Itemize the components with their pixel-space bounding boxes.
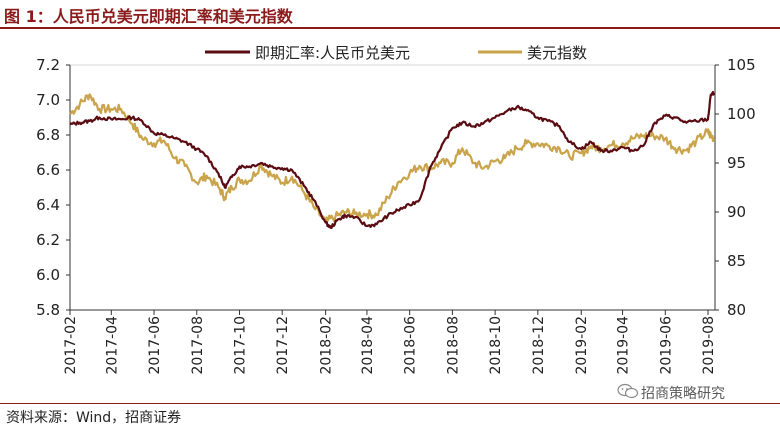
x-tick-label: 2018-04 <box>360 316 376 375</box>
x-tick-label: 2019-08 <box>701 316 717 375</box>
x-tick-label: 2019-02 <box>574 316 590 375</box>
x-tick-label: 2018-10 <box>488 316 504 375</box>
right-tick-label: 95 <box>727 154 746 172</box>
series-line-dollar-index <box>69 93 716 223</box>
left-tick-label: 6.8 <box>36 126 60 144</box>
legend-label-dollar-index: 美元指数 <box>527 44 587 62</box>
right-tick-label: 80 <box>727 301 746 319</box>
exchange-rate-chart: 7.2 7.0 6.8 6.6 6.4 6.2 6.0 5.8 105 100 95 90 85 80 20… <box>36 44 756 375</box>
legend-label-cny-usd: 即期汇率:人民币兑美元 <box>255 44 410 62</box>
wechat-icon <box>617 383 639 403</box>
watermark-text: 招商策略研究 <box>641 386 725 402</box>
footer-rule <box>0 403 780 404</box>
right-tick-label: 90 <box>727 203 746 221</box>
source-note: 资料来源：Wind，招商证券 <box>6 410 182 426</box>
left-tick-label: 7.2 <box>36 56 60 74</box>
right-tick-label: 105 <box>727 56 756 74</box>
x-tick-label: 2017-06 <box>147 316 163 375</box>
x-tick-label: 2018-06 <box>403 316 419 375</box>
x-tick-label: 2018-08 <box>445 316 461 375</box>
x-tick-label: 2017-10 <box>232 316 248 375</box>
x-tick-label: 2018-02 <box>319 316 335 375</box>
left-tick-label: 6.0 <box>36 266 60 284</box>
figure-title: 图 1：人民币兑美元即期汇率和美元指数 <box>4 7 293 26</box>
x-tick-label: 2019-04 <box>616 316 632 375</box>
left-tick-label: 5.8 <box>36 301 60 319</box>
left-tick-label: 6.2 <box>36 231 60 249</box>
x-tick-label: 2017-04 <box>104 316 120 375</box>
x-tick-label: 2018-12 <box>531 316 547 375</box>
left-tick-label: 6.6 <box>36 161 60 179</box>
x-tick-label: 2017-08 <box>190 316 206 375</box>
x-tick-label: 2017-02 <box>63 316 79 375</box>
left-tick-label: 6.4 <box>36 196 60 214</box>
right-tick-label: 100 <box>727 105 756 123</box>
left-tick-label: 7.0 <box>36 91 60 109</box>
right-tick-label: 85 <box>727 252 746 270</box>
series-line-cny-usd <box>69 90 716 229</box>
watermark: 招商策略研究 <box>617 383 725 403</box>
x-tick-label: 2019-06 <box>658 316 674 375</box>
figure-title-bar: 图 1：人民币兑美元即期汇率和美元指数 <box>0 0 780 29</box>
title-rule <box>0 27 780 29</box>
x-tick-label: 2017-12 <box>275 316 291 375</box>
